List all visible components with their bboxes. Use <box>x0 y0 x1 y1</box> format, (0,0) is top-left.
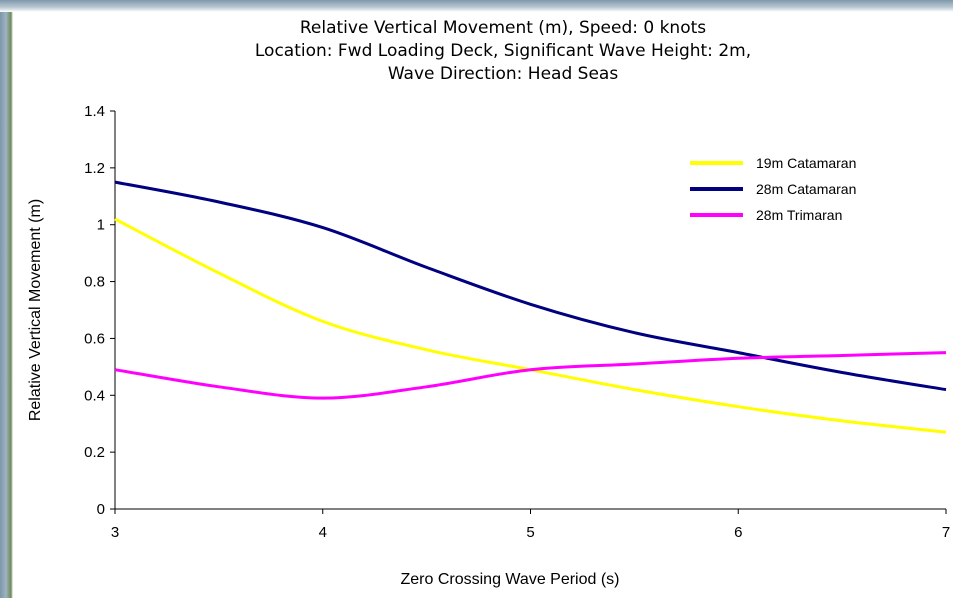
y-axis-label: Relative Vertical Movement (m) <box>27 199 44 421</box>
x-tick-label: 4 <box>319 524 327 541</box>
y-tick-label: 1.4 <box>84 103 105 120</box>
chart-title-line-3: Wave Direction: Head Seas <box>388 64 619 84</box>
y-tick-label: 0.2 <box>84 444 105 461</box>
y-tick-label: 1.2 <box>84 160 105 177</box>
x-axis-label: Zero Crossing Wave Period (s) <box>400 571 619 588</box>
legend-label-19m-catamaran: 19m Catamaran <box>756 155 856 171</box>
x-tick-label: 7 <box>942 524 950 541</box>
y-tick-label: 1 <box>97 217 105 234</box>
series-line-19m-catamaran <box>114 217 947 434</box>
chart-title-line-2: Location: Fwd Loading Deck, Significant … <box>255 41 751 61</box>
x-tick-label: 6 <box>734 524 742 541</box>
y-tick-label: 0.4 <box>84 387 105 404</box>
series-line-28m-catamaran <box>114 180 947 392</box>
x-tick-label: 5 <box>526 524 534 541</box>
y-tick-label: 0.8 <box>84 274 105 291</box>
series-lines <box>114 180 947 434</box>
y-axis-ticks: 0 0.2 0.4 0.6 0.8 1 1.2 1.4 <box>84 103 115 518</box>
legend-label-28m-trimaran: 28m Trimaran <box>756 207 842 223</box>
y-tick-label: 0.6 <box>84 330 105 347</box>
legend-label-28m-catamaran: 28m Catamaran <box>756 181 856 197</box>
legend: 19m Catamaran 28m Catamaran 28m Trimaran <box>690 155 856 223</box>
background-top-strip <box>0 0 953 12</box>
chart-title-line-1: Relative Vertical Movement (m), Speed: 0… <box>300 18 706 38</box>
y-tick-label: 0 <box>97 501 105 518</box>
series-line-28m-trimaran <box>114 351 947 400</box>
x-axis-ticks: 3 4 5 6 7 <box>111 509 950 541</box>
chart-title: Relative Vertical Movement (m), Speed: 0… <box>255 18 751 84</box>
x-tick-label: 3 <box>111 524 119 541</box>
